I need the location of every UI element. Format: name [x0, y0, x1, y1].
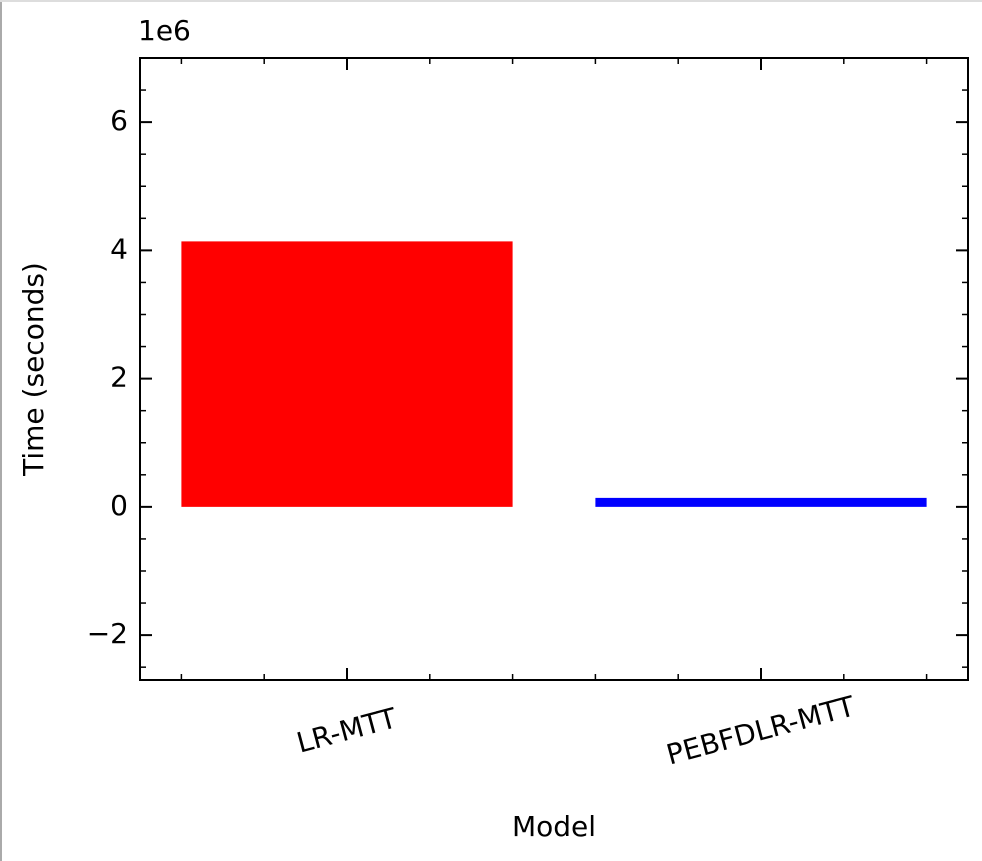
y-tick-label: 4 — [110, 232, 128, 265]
y-tick-label: 0 — [110, 489, 128, 522]
x-tick-label: LR-MTT — [293, 701, 401, 759]
offset-label: 1e6 — [138, 14, 191, 47]
bar — [181, 241, 513, 507]
y-tick-label: 2 — [110, 361, 128, 394]
y-tick-label: 6 — [110, 104, 128, 137]
x-axis-label: Model — [512, 810, 596, 843]
plot-frame — [139, 57, 969, 681]
y-tick-label: −2 — [87, 617, 128, 650]
bar — [595, 497, 927, 507]
x-tick-label: PEBFDLR-MTT — [663, 689, 859, 771]
y-axis-label: Time (seconds) — [17, 262, 50, 477]
